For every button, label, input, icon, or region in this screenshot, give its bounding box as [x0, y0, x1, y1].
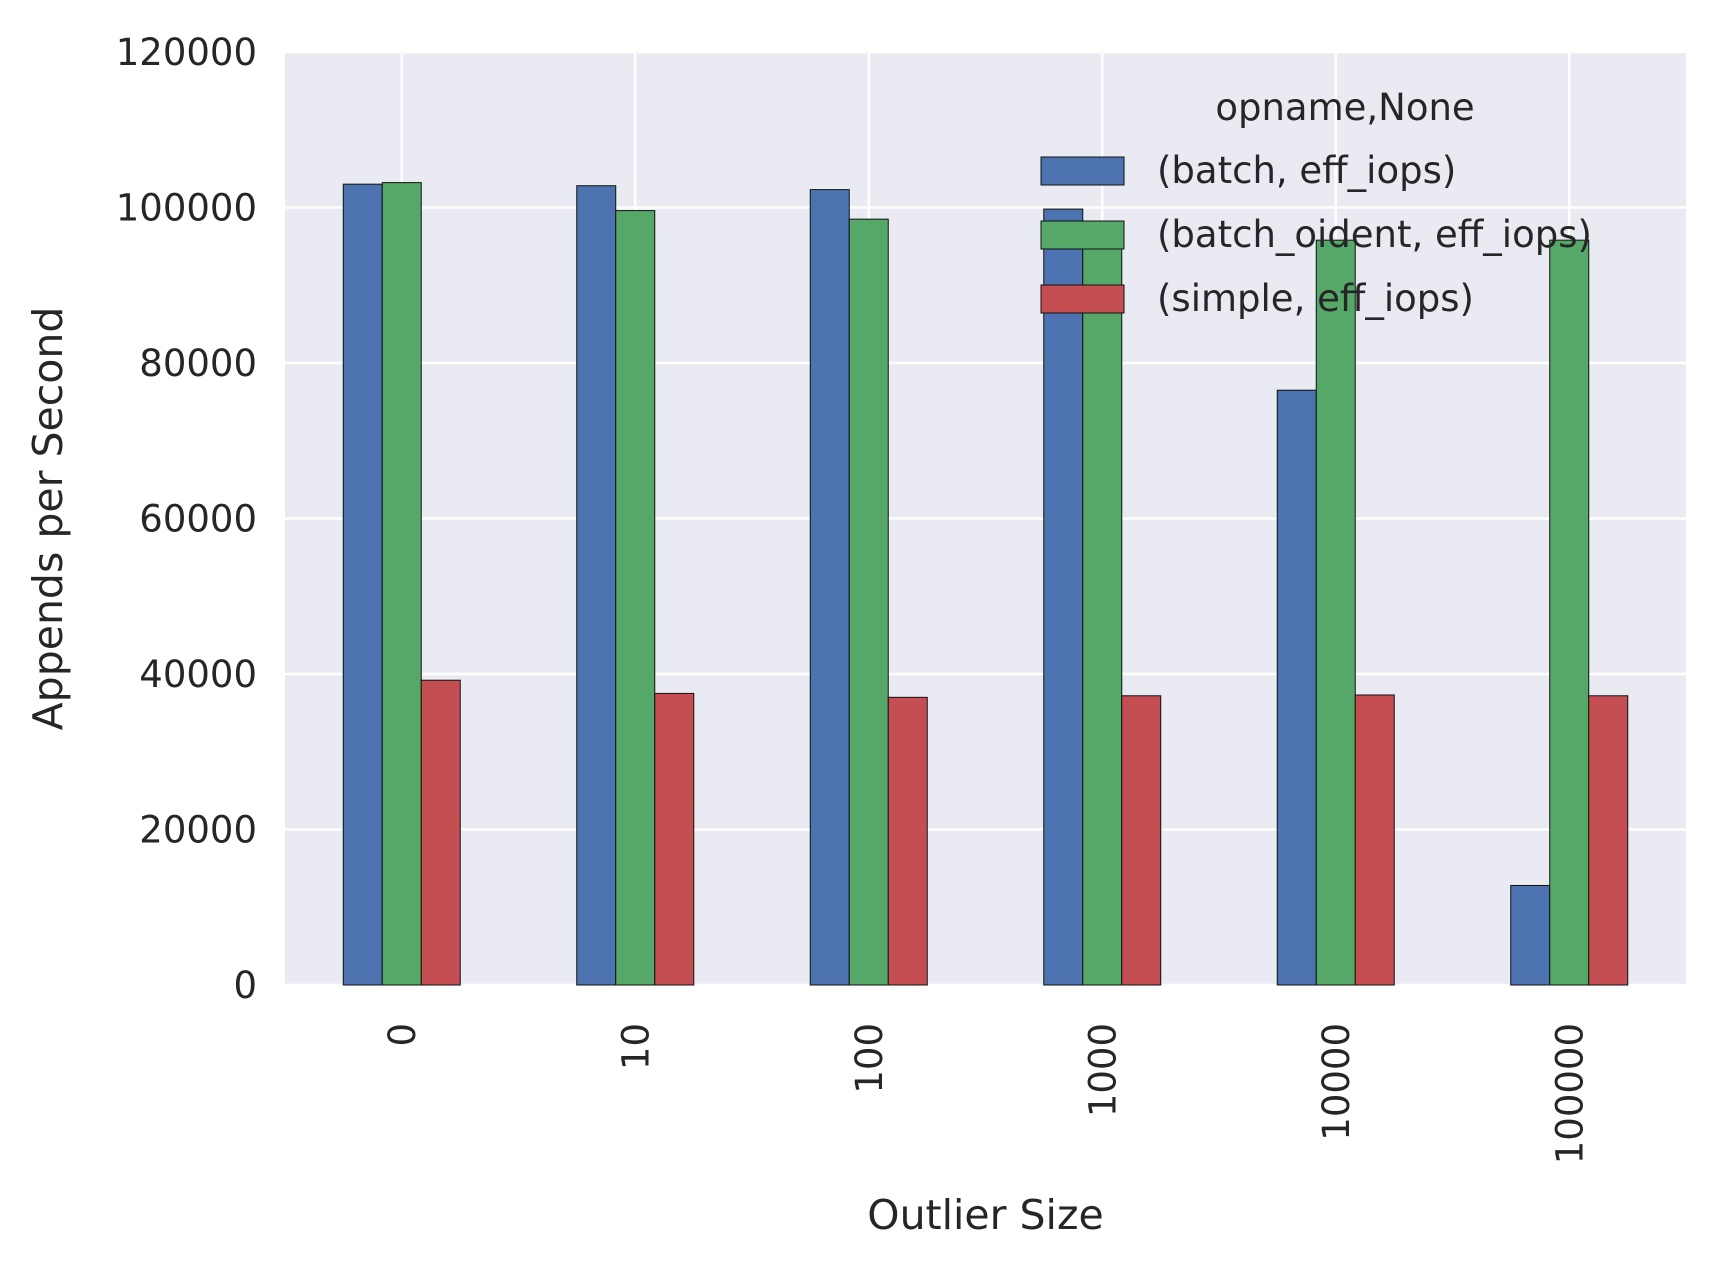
x-tick-label: 0	[381, 1023, 424, 1047]
bar	[1121, 695, 1162, 986]
x-tick-label: 10000	[1315, 1023, 1358, 1141]
bar	[381, 182, 422, 986]
legend-label: (batch, eff_iops)	[1157, 149, 1456, 192]
y-tick-label: 120000	[116, 31, 257, 74]
x-axis-label: Outlier Size	[867, 1191, 1103, 1239]
bar	[809, 189, 850, 986]
x-tick-label: 100000	[1548, 1023, 1591, 1164]
bar	[887, 696, 928, 986]
legend: opname,None (batch, eff_iops) (batch_oide…	[1040, 86, 1592, 320]
bar	[1276, 389, 1317, 986]
legend-label: (simple, eff_iops)	[1157, 277, 1474, 320]
y-tick-label: 40000	[139, 653, 257, 696]
x-tick-label: 1000	[1081, 1023, 1124, 1117]
legend-swatch	[1040, 220, 1125, 250]
bar	[1588, 695, 1629, 986]
bar	[1549, 239, 1590, 986]
bar	[1315, 239, 1356, 986]
bar	[576, 185, 617, 986]
y-tick-label: 20000	[139, 809, 257, 852]
y-tick-label: 0	[233, 964, 257, 1007]
y-tick-label: 80000	[139, 342, 257, 385]
bar	[1082, 239, 1123, 986]
bar	[848, 218, 889, 986]
bar	[654, 692, 695, 986]
bars	[342, 182, 1629, 986]
y-tick-label: 100000	[116, 187, 257, 230]
legend-swatch	[1040, 156, 1125, 186]
y-axis-label: Appends per Second	[24, 307, 72, 731]
bar	[342, 183, 383, 986]
legend-label: (batch_oident, eff_iops)	[1157, 213, 1592, 256]
bar	[1354, 694, 1395, 986]
x-tick-label: 100	[848, 1023, 891, 1094]
x-tick-label: 10	[614, 1023, 657, 1070]
bar	[1510, 884, 1551, 986]
legend-swatch	[1040, 284, 1125, 314]
y-tick-labels: 0 20000 40000 60000 80000 100000 120000	[116, 31, 257, 1007]
x-tick-labels: 0 10 100 1000 10000 100000	[381, 1023, 1592, 1164]
y-tick-label: 60000	[139, 498, 257, 541]
bar	[420, 679, 461, 986]
legend-title: opname,None	[1215, 86, 1474, 129]
bar	[1043, 208, 1084, 986]
bar	[615, 210, 656, 986]
